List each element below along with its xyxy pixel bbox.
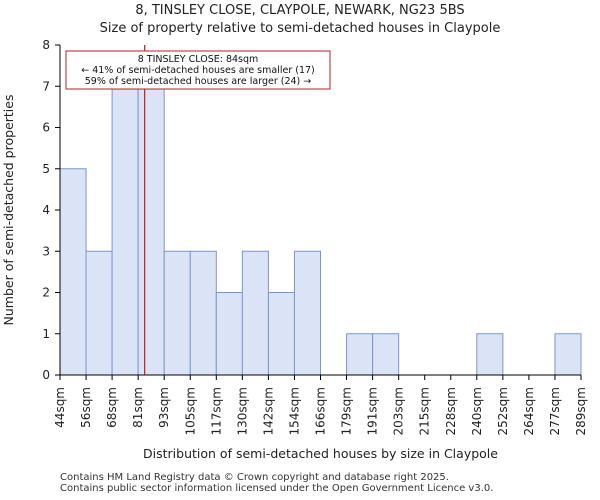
bar [215, 292, 243, 376]
bar [85, 250, 113, 376]
x-tick-label: 191sqm [366, 387, 380, 435]
bar [163, 250, 191, 376]
x-tick-label: 81sqm [131, 387, 145, 428]
footer-line-1: Contains HM Land Registry data © Crown c… [60, 472, 449, 483]
bar [241, 250, 269, 376]
y-tick-label: 8 [42, 38, 50, 52]
y-tick-label: 1 [42, 327, 50, 341]
x-tick-label: 277sqm [548, 387, 562, 435]
bar [293, 250, 322, 376]
x-tick-label: 179sqm [340, 387, 354, 435]
x-tick-label: 56sqm [79, 387, 93, 428]
x-tick-label: 93sqm [157, 387, 171, 428]
bar [59, 168, 87, 376]
bars-group [59, 85, 582, 376]
x-tick-label: 105sqm [183, 387, 197, 435]
bar [189, 250, 217, 376]
footer-line-2: Contains public sector information licen… [60, 483, 494, 494]
y-tick-label: 4 [42, 203, 50, 217]
y-tick-label: 0 [42, 368, 50, 382]
x-axis-label: Distribution of semi-detached houses by … [143, 446, 498, 461]
y-tick-label: 5 [42, 162, 50, 176]
x-tick-label: 264sqm [522, 387, 536, 435]
x-tick-label: 252sqm [496, 387, 510, 435]
x-tick-label: 228sqm [444, 387, 458, 435]
footer: Contains HM Land Registry data © Crown c… [60, 472, 493, 494]
x-tick-label: 203sqm [392, 387, 406, 435]
annotation-box: 8 TINSLEY CLOSE: 84sqm ← 41% of semi-det… [65, 50, 331, 90]
y-tick-label: 7 [42, 79, 50, 93]
y-axis: 0 1 2 3 4 5 6 7 8 [42, 38, 61, 382]
x-tick-label: 289sqm [574, 387, 588, 435]
y-axis-label: Number of semi-detached properties [1, 95, 16, 326]
x-tick-label: 117sqm [209, 387, 223, 435]
x-tick-label: 130sqm [235, 387, 249, 435]
bar [372, 333, 400, 376]
y-tick-label: 3 [42, 244, 50, 258]
x-tick-label: 166sqm [314, 387, 328, 435]
y-tick-label: 2 [42, 286, 50, 300]
bar [267, 292, 295, 376]
annotation-line-3: 59% of semi-detached houses are larger (… [85, 76, 312, 87]
x-tick-label: 142sqm [261, 387, 275, 435]
annotation-border [65, 50, 331, 90]
bar [476, 333, 504, 376]
annotation-line-2: ← 41% of semi-detached houses are smalle… [81, 65, 315, 76]
chart-subtitle: Size of property relative to semi-detach… [99, 21, 501, 36]
bar [137, 85, 165, 376]
annotation-line-1: 8 TINSLEY CLOSE: 84sqm [138, 54, 259, 65]
x-tick-label: 240sqm [470, 387, 484, 435]
bar [554, 333, 582, 376]
bar [346, 333, 374, 376]
histogram-chart: 0 1 2 3 4 5 6 7 8 44sqm 56sqm 68sqm 81sqm 93sqm 105sq… [1, 38, 588, 461]
x-tick-label: 68sqm [105, 387, 119, 428]
x-axis: 44sqm 56sqm 68sqm 81sqm 93sqm 105sqm 117sqm 130… [53, 374, 588, 435]
x-tick-label: 215sqm [418, 387, 432, 435]
y-tick-label: 6 [42, 121, 50, 135]
bar [111, 85, 139, 376]
x-tick-label: 44sqm [53, 387, 67, 428]
chart-title: 8, TINSLEY CLOSE, CLAYPOLE, NEWARK, NG23… [135, 3, 465, 18]
x-tick-label: 154sqm [287, 387, 301, 435]
